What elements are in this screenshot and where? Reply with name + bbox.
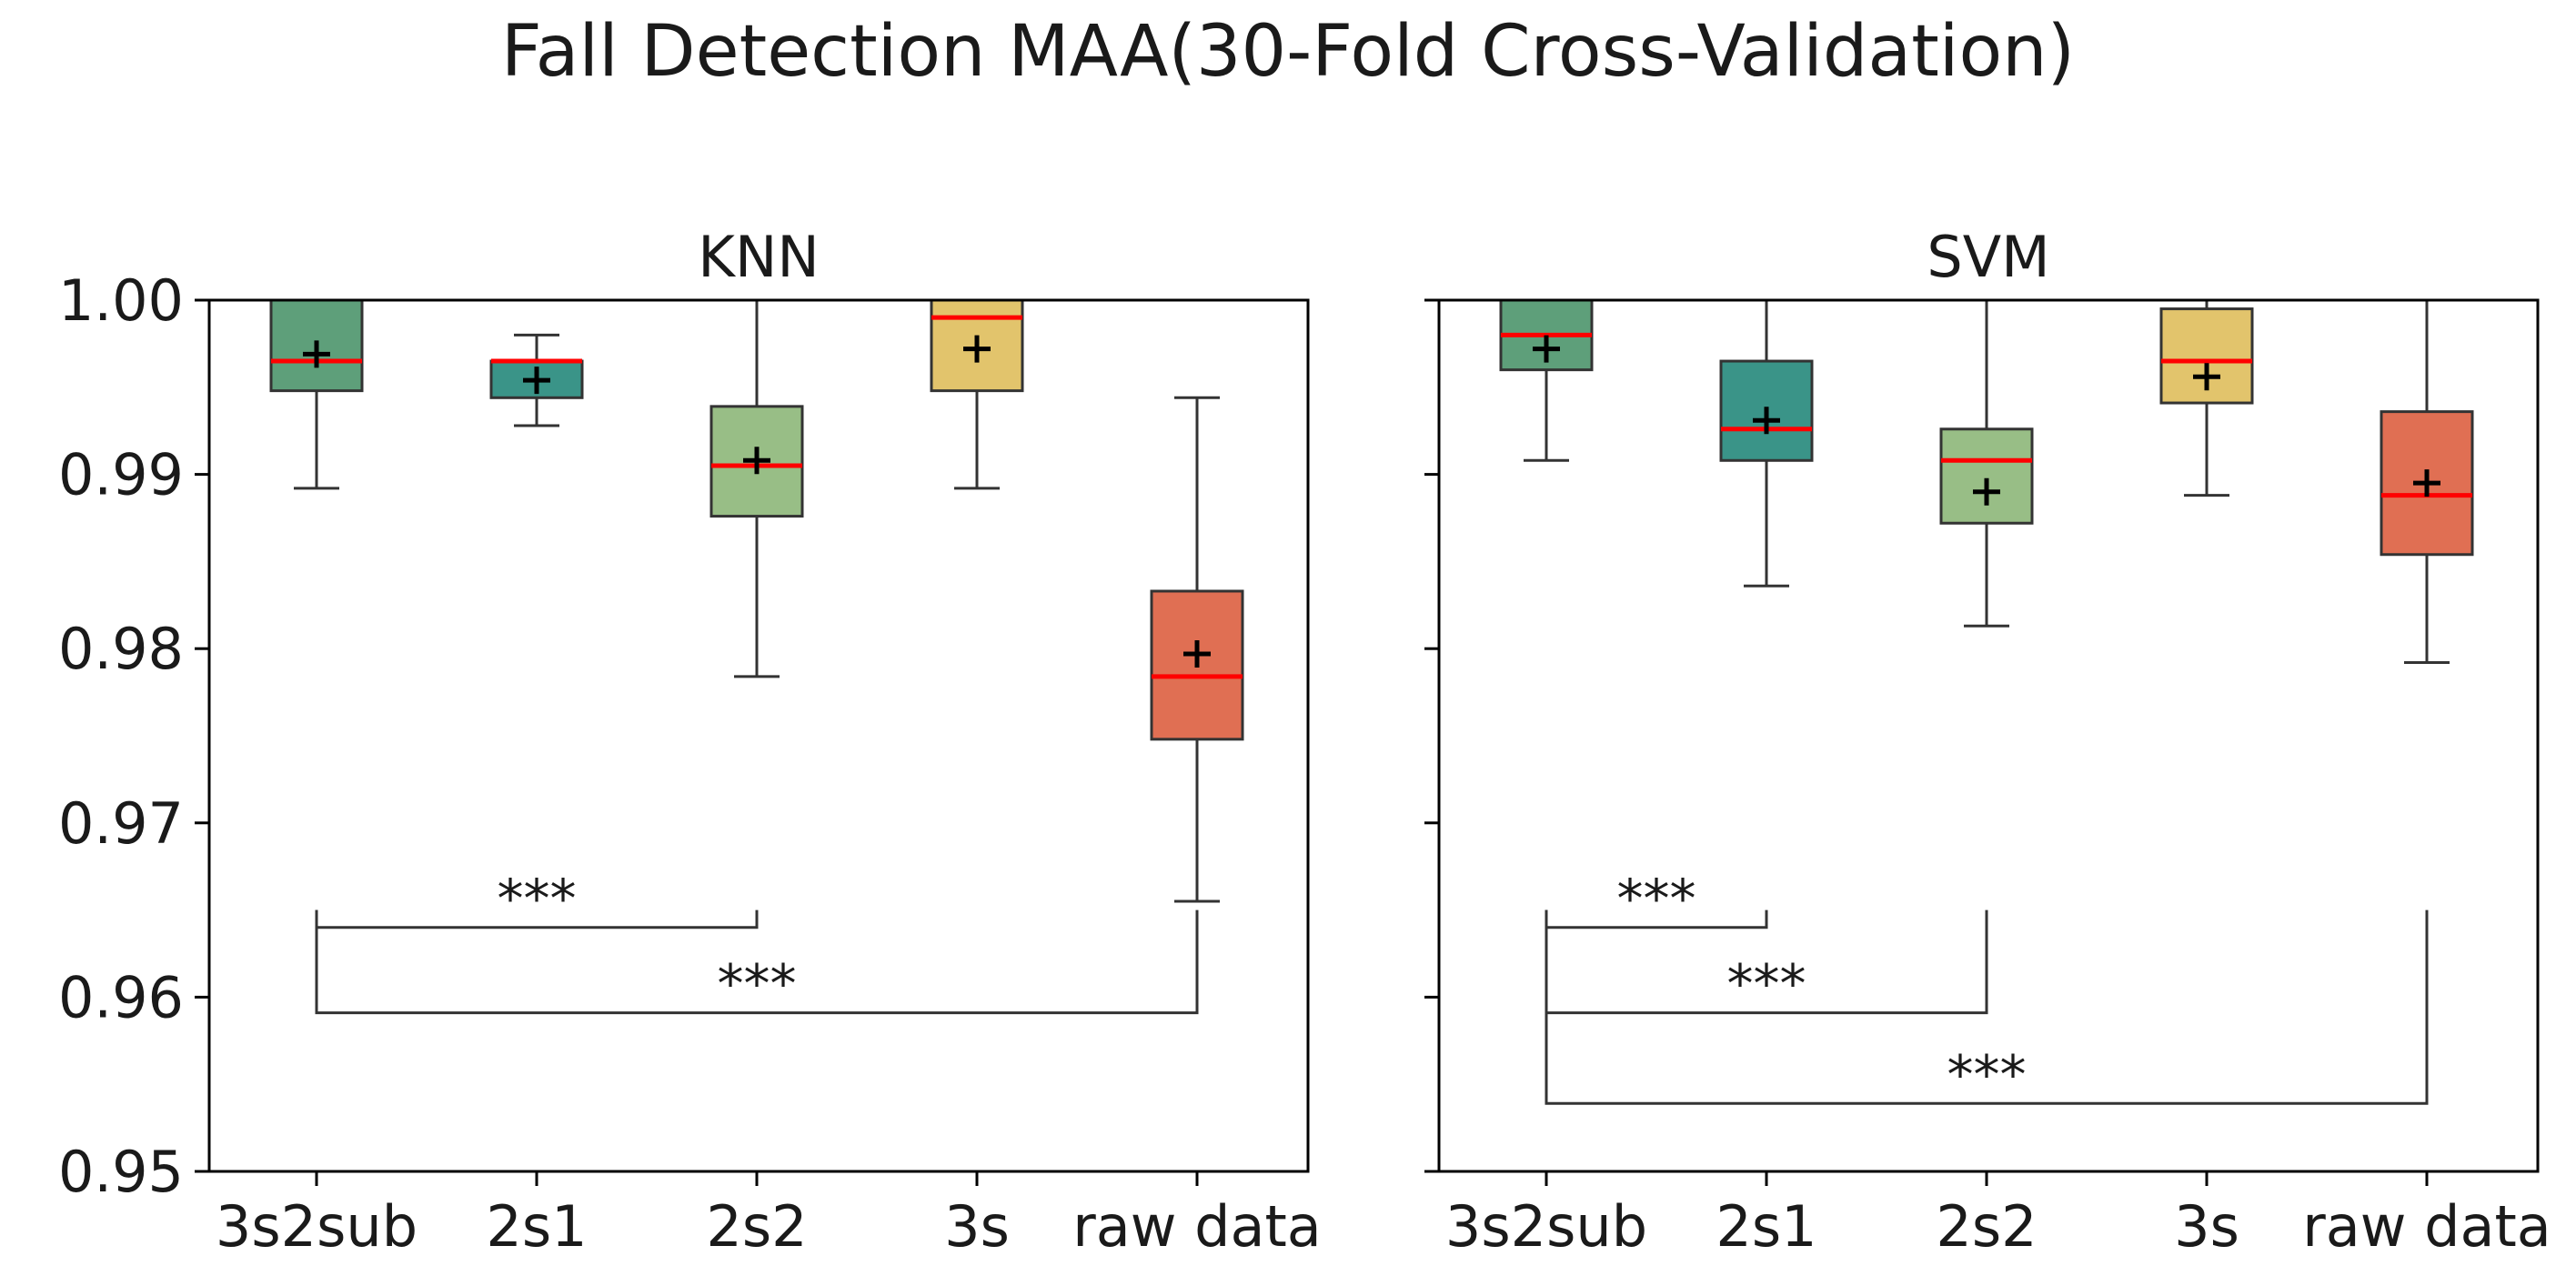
knn-raw-data-mean-marker (1183, 639, 1211, 668)
svm-significance-0-label: *** (1617, 868, 1696, 929)
knn-ytick-label: 1.00 (58, 267, 184, 334)
svm-2s1-mean-marker (1753, 407, 1780, 435)
knn-ytick-label: 0.97 (58, 790, 184, 857)
knn-3s2sub-xtick-label: 3s2sub (216, 1193, 418, 1260)
knn-title: KNN (698, 224, 819, 290)
knn-panel: KNN 0.95 0.96 0.97 0.98 0.99 1.00 3s2sub 2s1 2s2 3… (58, 224, 1322, 1260)
knn-2s2-mean-marker (743, 447, 770, 475)
svm-significance-2-label: *** (1947, 1043, 2027, 1105)
svm-2s2-box (1939, 427, 2034, 525)
knn-ytick-label: 0.99 (58, 442, 184, 508)
knn-2s1-mean-marker (523, 367, 550, 395)
svm-3s-xtick-label: 3s (2174, 1193, 2239, 1260)
svm-significance-2-bracket (1545, 909, 2429, 1105)
knn-ytick-label: 0.96 (58, 964, 184, 1030)
svm-3s2sub-xtick-label: 3s2sub (1445, 1193, 1647, 1260)
figure-title: Fall Detection MAA(30-Fold Cross-Validat… (500, 11, 2076, 93)
knn-raw-data-xtick-label: raw data (1072, 1193, 1322, 1260)
svm-3s2sub-mean-marker (1533, 335, 1560, 363)
svm-3s-mean-marker (2193, 363, 2220, 391)
knn-3s-xtick-label: 3s (944, 1193, 1010, 1260)
knn-axes-frame (207, 298, 1310, 1173)
knn-2s1-xtick-label: 2s1 (486, 1193, 587, 1260)
knn-3s-mean-marker (963, 335, 991, 363)
knn-ytick-label: 0.95 (58, 1139, 184, 1205)
svm-axes-frame (1437, 298, 2540, 1173)
knn-significance-1-bracket (315, 909, 1199, 1015)
svm-panel: SVM 3s2sub 2s1 2s2 3s raw data *** *** *** (1424, 224, 2551, 1260)
knn-ytick-label: 0.98 (58, 616, 184, 682)
knn-significance-0-label: *** (498, 868, 577, 929)
svm-raw-data-xtick-label: raw data (2302, 1193, 2551, 1260)
knn-2s2-xtick-label: 2s2 (706, 1193, 807, 1260)
svm-significance-1-label: *** (1727, 953, 1806, 1015)
knn-significance-1-label: *** (718, 953, 797, 1015)
svm-2s1-xtick-label: 2s1 (1716, 1193, 1816, 1260)
svm-raw-data-mean-marker (2413, 469, 2440, 497)
svm-2s2-mean-marker (1973, 477, 2000, 506)
svm-2s2-xtick-label: 2s2 (1936, 1193, 2037, 1260)
knn-3s2sub-mean-marker (303, 340, 330, 368)
svm-title: SVM (1927, 224, 2049, 290)
